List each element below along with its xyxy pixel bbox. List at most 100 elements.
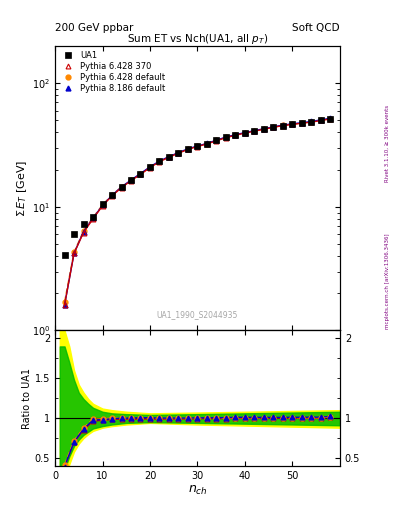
UA1 <box>319 117 323 123</box>
Pythia 6.428 default <box>119 184 124 190</box>
Pythia 6.428 default <box>309 119 314 125</box>
Pythia 6.428 default <box>110 192 114 198</box>
UA1 <box>290 121 295 127</box>
Pythia 6.428 default <box>214 137 219 143</box>
Pythia 8.186 default <box>185 146 190 152</box>
Pythia 8.186 default <box>148 164 152 170</box>
Pythia 8.186 default <box>167 154 171 160</box>
Pythia 8.186 default <box>262 125 266 132</box>
UA1 <box>262 126 266 132</box>
Pythia 6.428 default <box>299 120 304 126</box>
Pythia 6.428 370 <box>214 138 219 144</box>
Pythia 6.428 default <box>129 177 133 183</box>
Text: mcplots.cern.ch [arXiv:1306.3436]: mcplots.cern.ch [arXiv:1306.3436] <box>385 234 390 329</box>
UA1 <box>242 130 247 136</box>
Pythia 8.186 default <box>309 118 314 124</box>
X-axis label: $n_{ch}$: $n_{ch}$ <box>187 483 208 497</box>
Pythia 8.186 default <box>242 130 247 136</box>
Pythia 8.186 default <box>281 122 285 128</box>
UA1 <box>129 177 133 183</box>
Pythia 6.428 370 <box>81 229 86 236</box>
Pythia 6.428 default <box>262 126 266 132</box>
Pythia 6.428 default <box>242 130 247 136</box>
Text: UA1_1990_S2044935: UA1_1990_S2044935 <box>157 310 238 319</box>
Pythia 6.428 default <box>148 164 152 170</box>
Line: Pythia 6.428 default: Pythia 6.428 default <box>62 116 333 305</box>
UA1 <box>138 171 143 177</box>
Pythia 6.428 default <box>271 124 276 130</box>
UA1 <box>100 201 105 207</box>
Y-axis label: $\Sigma\,E_T$ [GeV]: $\Sigma\,E_T$ [GeV] <box>15 160 29 217</box>
Pythia 8.186 default <box>224 134 228 140</box>
Pythia 6.428 default <box>62 299 67 305</box>
Pythia 8.186 default <box>100 202 105 208</box>
UA1 <box>81 221 86 227</box>
UA1 <box>233 132 238 138</box>
Pythia 6.428 default <box>281 122 285 129</box>
Line: Pythia 8.186 default: Pythia 8.186 default <box>62 116 333 308</box>
Pythia 6.428 default <box>157 158 162 164</box>
Pythia 8.186 default <box>72 250 76 257</box>
Pythia 6.428 370 <box>309 119 314 125</box>
Pythia 6.428 370 <box>195 143 200 150</box>
Pythia 6.428 370 <box>242 130 247 136</box>
Line: UA1: UA1 <box>62 117 333 258</box>
Pythia 6.428 default <box>138 171 143 177</box>
Pythia 6.428 370 <box>91 216 95 222</box>
UA1 <box>119 184 124 190</box>
Pythia 6.428 370 <box>233 132 238 138</box>
Pythia 6.428 370 <box>281 122 285 129</box>
Pythia 6.428 370 <box>148 164 152 170</box>
UA1 <box>185 146 190 152</box>
Pythia 8.186 default <box>176 150 181 156</box>
Pythia 6.428 370 <box>271 124 276 131</box>
Pythia 6.428 370 <box>72 250 76 257</box>
Pythia 8.186 default <box>81 229 86 235</box>
UA1 <box>328 116 333 122</box>
Pythia 8.186 default <box>129 177 133 183</box>
Pythia 6.428 default <box>205 141 209 147</box>
Pythia 8.186 default <box>195 143 200 149</box>
Pythia 8.186 default <box>271 124 276 130</box>
Pythia 8.186 default <box>138 170 143 177</box>
Pythia 8.186 default <box>299 120 304 126</box>
UA1 <box>281 122 285 129</box>
Pythia 8.186 default <box>62 302 67 308</box>
Pythia 6.428 370 <box>252 128 257 134</box>
Title: Sum ET vs Nch(UA1, all $p_T$): Sum ET vs Nch(UA1, all $p_T$) <box>127 32 268 46</box>
Pythia 8.186 default <box>205 140 209 146</box>
UA1 <box>176 150 181 156</box>
Pythia 6.428 default <box>195 143 200 149</box>
Pythia 6.428 370 <box>224 135 228 141</box>
UA1 <box>252 128 257 134</box>
Text: Soft QCD: Soft QCD <box>292 23 340 33</box>
Pythia 6.428 370 <box>167 154 171 160</box>
Pythia 6.428 default <box>72 249 76 255</box>
Pythia 8.186 default <box>290 121 295 127</box>
Pythia 6.428 370 <box>138 172 143 178</box>
Pythia 6.428 default <box>91 215 95 221</box>
Pythia 6.428 default <box>319 117 323 123</box>
Pythia 8.186 default <box>233 132 238 138</box>
Y-axis label: Ratio to UA1: Ratio to UA1 <box>22 368 32 429</box>
Pythia 6.428 370 <box>129 178 133 184</box>
Pythia 8.186 default <box>252 127 257 134</box>
UA1 <box>271 124 276 131</box>
UA1 <box>110 192 114 198</box>
Pythia 6.428 default <box>224 134 228 140</box>
UA1 <box>167 154 171 160</box>
Pythia 6.428 370 <box>176 150 181 156</box>
Pythia 6.428 default <box>167 154 171 160</box>
UA1 <box>309 119 314 125</box>
UA1 <box>205 141 209 147</box>
Line: Pythia 6.428 370: Pythia 6.428 370 <box>62 116 333 308</box>
UA1 <box>91 214 95 220</box>
UA1 <box>62 252 67 258</box>
Pythia 6.428 default <box>233 132 238 138</box>
Pythia 6.428 370 <box>62 302 67 308</box>
Pythia 6.428 370 <box>100 203 105 209</box>
Pythia 8.186 default <box>119 184 124 190</box>
Legend: UA1, Pythia 6.428 370, Pythia 6.428 default, Pythia 8.186 default: UA1, Pythia 6.428 370, Pythia 6.428 defa… <box>57 49 168 96</box>
UA1 <box>157 158 162 164</box>
Pythia 8.186 default <box>328 115 333 121</box>
